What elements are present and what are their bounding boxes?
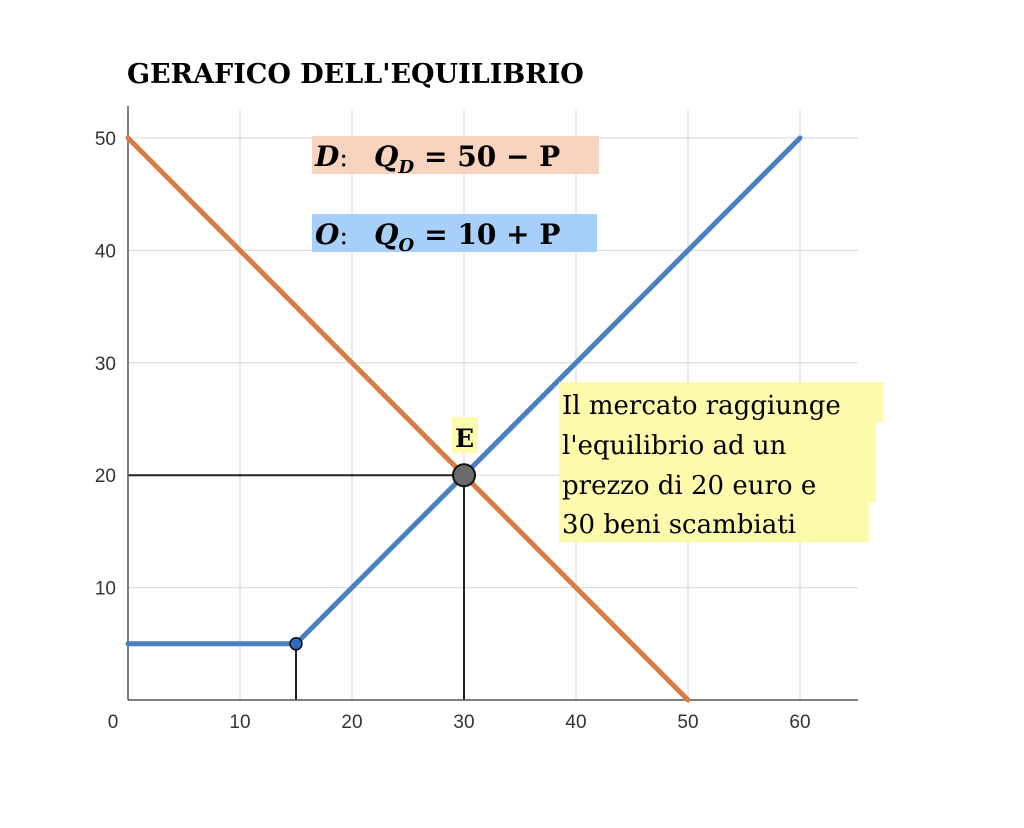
svg-text:D:QD= 50 − P: D: QD = 50 − P: [314, 140, 560, 178]
supply-equation-lhs: O: [315, 218, 340, 251]
supply-equation: O: QO = 10 + P: [312, 214, 597, 256]
supply-equation-sep: :: [339, 221, 348, 251]
x-tick-label-60: 60: [789, 712, 810, 733]
equilibrium-guides: [128, 474, 465, 700]
annotation-line-1: Il mercato raggiunge: [562, 391, 841, 421]
demand-equation: D: QD = 50 − P: [312, 136, 599, 178]
x-tick-label-50: 50: [677, 712, 698, 733]
x-tick-label-10: 10: [229, 712, 250, 733]
x-tick-label-40: 40: [565, 712, 586, 733]
axes: [127, 106, 858, 701]
kink-point: [289, 637, 303, 651]
demand-equation-sep: :: [339, 143, 348, 173]
svg-text:O:QO= 10 + P: O: QO = 10 + P: [315, 218, 560, 256]
chart-title: GERAFICO DELL'EQUILIBRIO: [127, 59, 584, 90]
x-tick-label-0: 0: [108, 712, 119, 733]
annotation-line-4: 30 beni scambiati: [562, 510, 796, 540]
equilibrium-label-box: E: [452, 417, 478, 453]
demand-equation-q: Q: [374, 140, 398, 173]
demand-equation-bg: [312, 136, 599, 174]
supply-equation-sub: O: [399, 235, 415, 256]
x-tick-label-30: 30: [453, 712, 474, 733]
equilibrium-point: [452, 463, 476, 488]
supply-equation-bg: [312, 214, 597, 252]
tick-labels: 0 10 20 30 40 50 60 10 20 30 40 50: [95, 129, 811, 733]
y-tick-label-30: 30: [95, 354, 116, 375]
x-tick-label-20: 20: [341, 712, 362, 733]
markers: [289, 463, 476, 651]
demand-equation-sub: D: [397, 157, 414, 178]
y-tick-label-20: 20: [95, 466, 116, 487]
annotation-line-3: prezzo di 20 euro e: [562, 471, 816, 501]
y-tick-label-10: 10: [95, 579, 116, 600]
demand-equation-lhs: D: [314, 140, 340, 173]
supply-equation-rhs: = 10 + P: [424, 218, 560, 251]
y-tick-label-50: 50: [95, 129, 116, 150]
annotation-line-2: l'equilibrio ad un: [562, 431, 787, 461]
annotation-note: Il mercato raggiunge l'equilibrio ad un …: [559, 382, 883, 542]
series-line-D: [125, 135, 691, 703]
equilibrium-label: E: [455, 424, 474, 453]
y-tick-label-40: 40: [95, 241, 116, 262]
demand-equation-rhs: = 50 − P: [424, 140, 560, 173]
supply-equation-q: Q: [374, 218, 398, 251]
